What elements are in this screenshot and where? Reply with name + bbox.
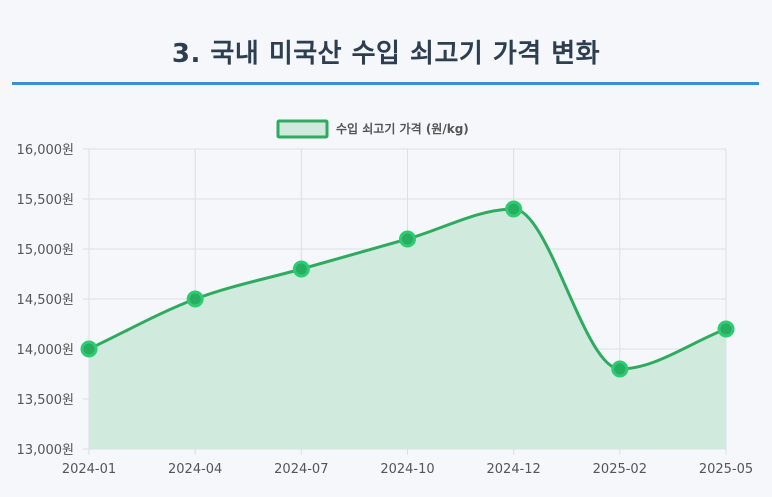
data-point[interactable]: [399, 230, 416, 248]
series-points: [80, 200, 735, 378]
page-title: 3. 국내 미국산 수입 쇠고기 가격 변화: [171, 39, 601, 69]
x-tick-label: 2024-12: [487, 462, 541, 477]
x-tick-label: 2024-01: [62, 462, 116, 477]
y-tick-label: 14,000원: [17, 343, 74, 358]
data-point[interactable]: [611, 360, 629, 378]
legend-swatch: [276, 119, 329, 139]
y-tick-label: 15,000원: [17, 243, 74, 258]
legend-label: 수입 쇠고기 가격 (원/kg): [336, 121, 469, 136]
data-point[interactable]: [717, 320, 735, 338]
chart-legend[interactable]: 수입 쇠고기 가격 (원/kg): [276, 119, 469, 139]
x-tick-label: 2025-05: [699, 462, 753, 477]
y-tick-label: 16,000원: [17, 143, 74, 158]
x-tick-label: 2024-07: [274, 462, 328, 477]
series-area: [89, 209, 726, 449]
y-tick-label: 13,000원: [17, 443, 74, 458]
x-tick-label: 2025-02: [593, 462, 647, 477]
data-point[interactable]: [292, 260, 310, 278]
data-point[interactable]: [80, 340, 98, 358]
data-point[interactable]: [186, 290, 204, 308]
x-tick-label: 2024-04: [168, 462, 222, 477]
y-tick-label: 14,500원: [17, 293, 74, 308]
y-tick-label: 15,500원: [17, 193, 74, 208]
data-point[interactable]: [505, 200, 523, 218]
y-tick-label: 13,500원: [17, 393, 74, 408]
y-axis-ticks: 13,000원 13,500원 14,000원 14,500원 15,000원 15,50…: [17, 143, 74, 458]
x-tick-label: 2024-10: [380, 462, 434, 477]
title-divider: [12, 82, 759, 85]
x-axis-ticks: 2024-01 2024-04 2024-07 2024-10 2024-12 2025-…: [62, 462, 753, 477]
